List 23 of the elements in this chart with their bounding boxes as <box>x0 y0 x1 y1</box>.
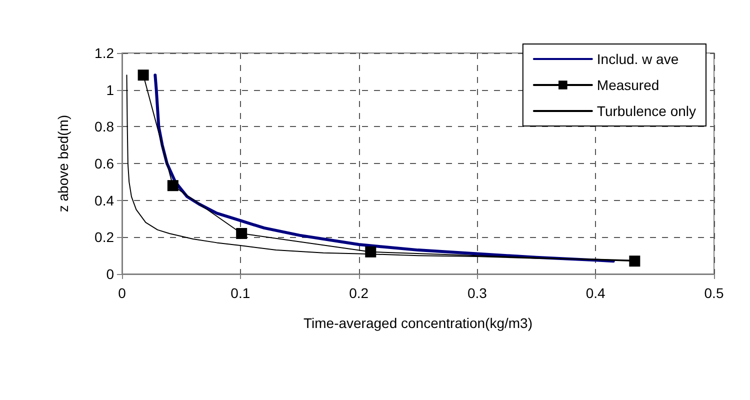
point <box>138 70 149 81</box>
x-tick-label: 0 <box>118 285 126 301</box>
point <box>167 180 178 192</box>
x-tick-label: 0.2 <box>349 285 369 301</box>
x-tick-label: 0.4 <box>586 285 606 301</box>
x-tick-label: 0.5 <box>704 285 724 301</box>
y-tick-label: 0.6 <box>94 156 114 172</box>
legend-label: Turbulence only <box>596 103 696 119</box>
x-axis-title: Time-averaged concentration(kg/m3) <box>303 315 533 331</box>
y-tick-label: 0 <box>106 266 114 282</box>
y-tick-label: 1 <box>106 82 114 98</box>
point <box>365 246 376 258</box>
y-axis-title: z above bed(m) <box>55 114 71 212</box>
legend-label: Measured <box>596 77 660 93</box>
x-tick-label: 0.3 <box>467 285 488 301</box>
y-tick-label: 1.2 <box>94 45 114 61</box>
x-tick-label: 0.1 <box>230 285 250 301</box>
legend-label: Includ. w ave <box>596 51 679 67</box>
point <box>629 256 640 267</box>
y-tick-label: 0.8 <box>94 118 114 135</box>
point <box>236 228 248 239</box>
y-tick-label: 0.4 <box>94 192 114 208</box>
y-tick-label: 0.2 <box>94 229 114 246</box>
